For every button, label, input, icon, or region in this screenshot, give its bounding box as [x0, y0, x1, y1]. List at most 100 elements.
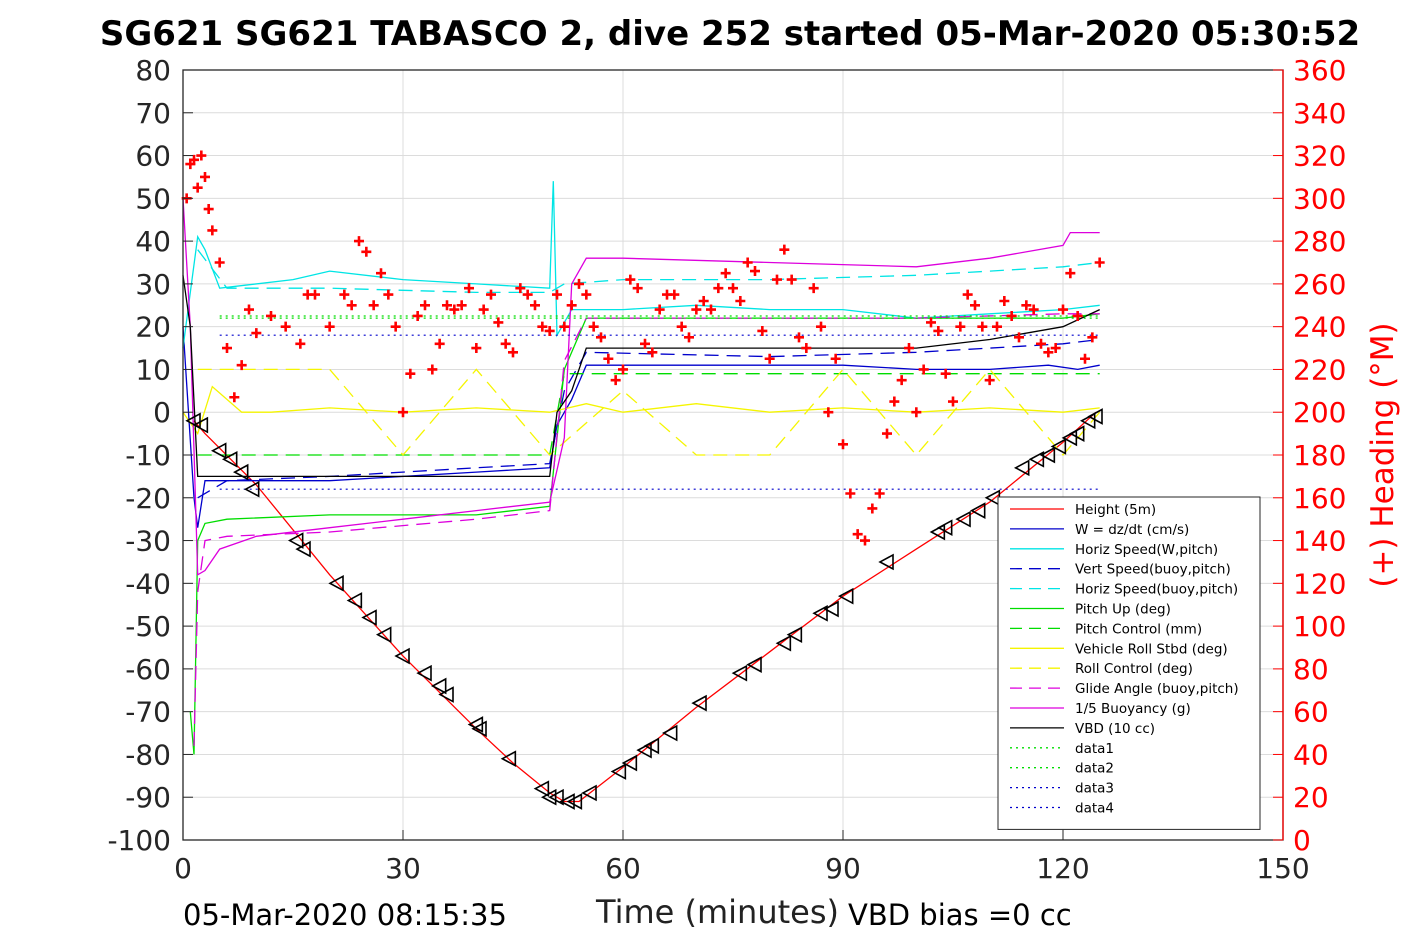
x-axis-label: Time (minutes) — [596, 893, 839, 931]
heading-point — [808, 283, 819, 294]
x-tick-label: 30 — [385, 852, 421, 885]
y-tick-label-right: 0 — [1293, 824, 1311, 857]
height-marker — [287, 532, 304, 549]
heading-point — [310, 289, 320, 300]
heading-point — [1080, 353, 1090, 364]
height-marker — [837, 587, 854, 605]
heading-point — [632, 283, 643, 294]
height-marker — [1039, 446, 1056, 464]
height-marker — [955, 510, 971, 528]
heading-point — [522, 289, 533, 300]
heading-point — [757, 325, 768, 336]
heading-point — [537, 321, 548, 332]
y-tick-label-right: 40 — [1293, 738, 1329, 771]
y-tick-label-right: 340 — [1293, 97, 1346, 130]
y-tick-label-left: 40 — [135, 225, 171, 258]
heading-point — [244, 304, 254, 315]
heading-point — [1021, 300, 1032, 311]
y-tick-label-left: 30 — [135, 268, 171, 301]
heading-point — [346, 300, 357, 311]
y-tick-label-left: 10 — [135, 353, 171, 386]
heading-point — [816, 321, 826, 332]
height-marker — [192, 416, 209, 434]
heading-point — [1087, 332, 1098, 343]
heading-point — [500, 338, 511, 349]
y-tick-label-right: 280 — [1293, 225, 1346, 258]
heading-point — [676, 321, 687, 332]
heading-point — [794, 332, 804, 343]
height-marker — [1079, 412, 1096, 430]
y-tick-label-left: -50 — [125, 610, 171, 643]
y-tick-label-left: -100 — [107, 824, 171, 857]
heading-point — [750, 266, 760, 277]
height-marker — [1061, 429, 1078, 447]
heading-point — [691, 304, 702, 315]
y-tick-label-right: 20 — [1293, 781, 1329, 814]
heading-point — [478, 304, 489, 315]
legend-label: Pitch Control (mm) — [1075, 621, 1202, 637]
heading-point — [266, 310, 276, 321]
right-axis-label: (+) Heading (°M) — [1365, 322, 1401, 588]
height-marker — [610, 763, 627, 780]
heading-point — [552, 289, 562, 300]
y-tick-label-right: 140 — [1293, 525, 1346, 558]
y-tick-label-right: 220 — [1293, 353, 1346, 386]
series-line — [197, 373, 1100, 456]
height-marker — [566, 793, 583, 810]
x-tick-label: 90 — [825, 852, 861, 885]
heading-point — [544, 325, 555, 336]
heading-point — [889, 396, 900, 407]
series-line — [182, 275, 1100, 478]
heading-point — [368, 300, 379, 311]
y-tick-label-left: 60 — [135, 140, 171, 173]
heading-point — [236, 360, 247, 371]
heading-point — [948, 396, 958, 407]
heading-point — [189, 154, 199, 165]
heading-point — [376, 268, 386, 279]
heading-point — [918, 364, 929, 375]
heading-point — [955, 321, 966, 332]
y-tick-label-right: 200 — [1293, 396, 1346, 429]
heading-point — [412, 310, 423, 321]
heading-point — [280, 321, 291, 332]
x-tick-label: 120 — [1036, 852, 1089, 885]
heading-point — [251, 328, 262, 339]
heading-point — [838, 439, 848, 450]
heading-point — [618, 364, 628, 375]
heading-point — [940, 368, 951, 379]
height-marker — [581, 784, 597, 802]
heading-point — [867, 503, 878, 514]
height-marker — [328, 574, 344, 592]
y-tick-label-right: 160 — [1293, 482, 1346, 515]
heading-point — [647, 347, 658, 358]
heading-point — [442, 300, 452, 311]
heading-point — [698, 296, 709, 306]
heading-point — [471, 343, 482, 354]
heading-point — [742, 257, 753, 268]
heading-point — [977, 321, 988, 332]
x-tick-label: 60 — [605, 852, 641, 885]
heading-point — [1094, 257, 1105, 268]
y-tick-label-right: 360 — [1293, 54, 1346, 87]
heading-point — [574, 278, 584, 289]
height-marker — [430, 677, 447, 695]
series-line — [182, 385, 1100, 436]
series-line — [197, 249, 1100, 294]
heading-point — [203, 204, 214, 215]
heading-point — [764, 353, 775, 364]
heading-point — [493, 317, 504, 328]
axes: 0 30 60 90 120 150-100-90-80-70-60-50-40-30-2… — [107, 54, 1346, 885]
legend-label: Roll Control (deg) — [1075, 661, 1193, 677]
height-marker — [416, 664, 432, 682]
heading-point — [398, 407, 408, 418]
height-marker — [1013, 459, 1030, 477]
height-marker — [210, 442, 227, 460]
heading-point — [588, 321, 599, 332]
heading-point — [354, 236, 364, 247]
height-marker — [1068, 425, 1085, 442]
y-tick-label-right: 80 — [1293, 653, 1329, 686]
heading-point — [196, 150, 207, 161]
y-tick-label-left: -90 — [125, 781, 171, 814]
legend-box — [997, 496, 1261, 830]
